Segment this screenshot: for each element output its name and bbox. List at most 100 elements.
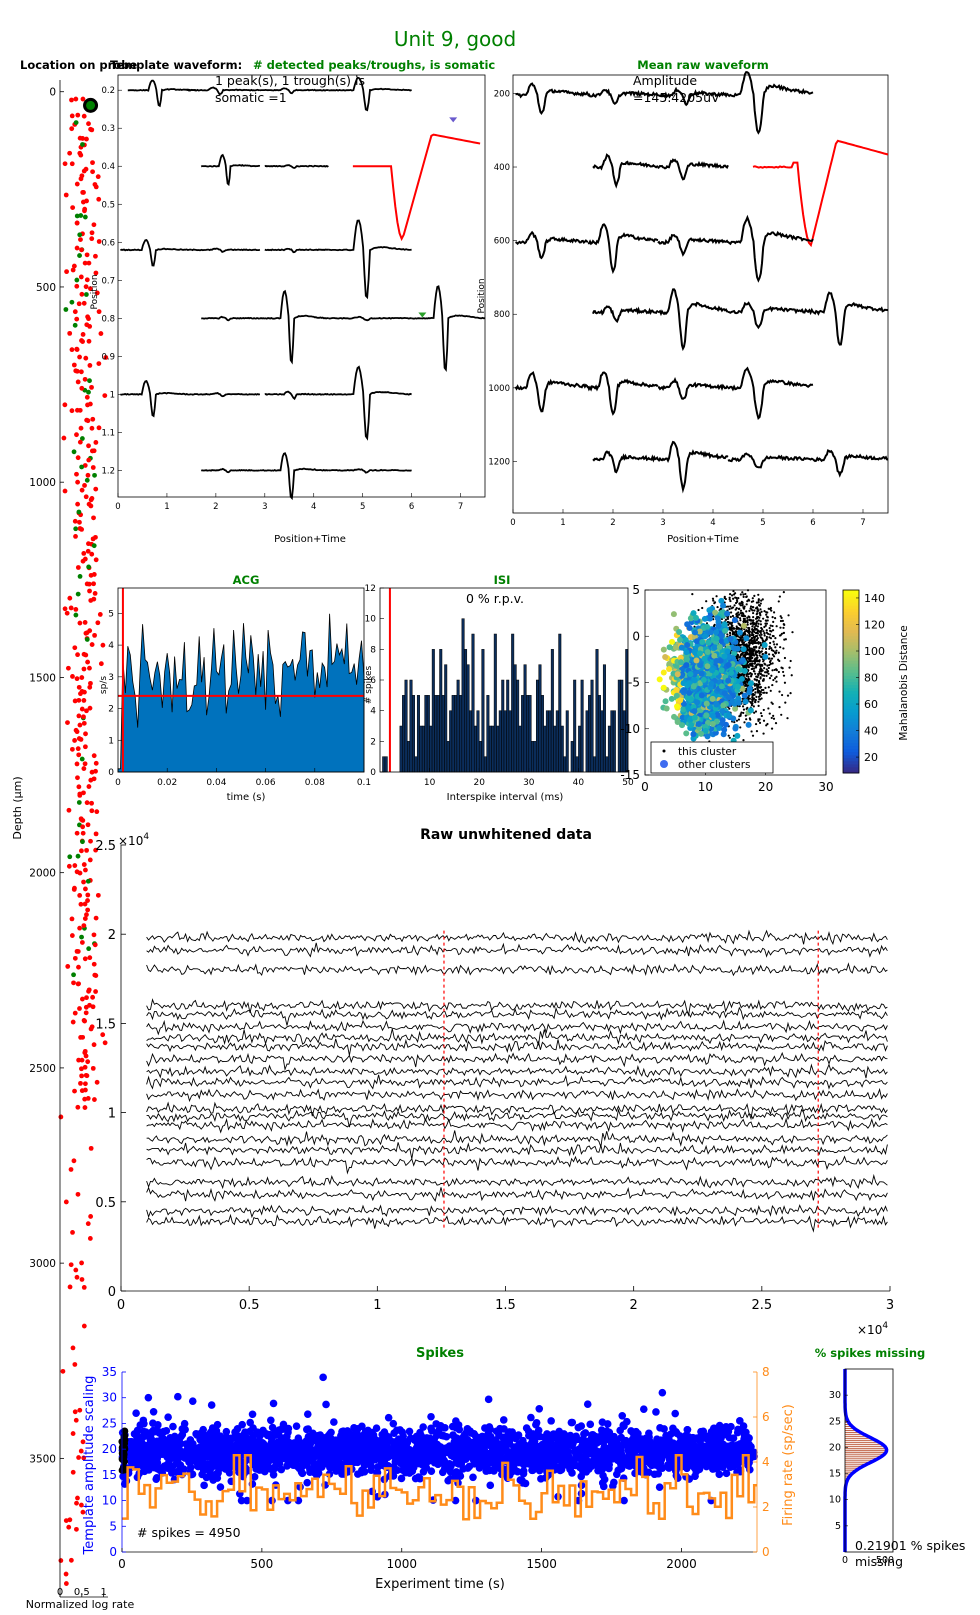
this-cluster-point <box>757 619 760 622</box>
probe-unit-dot <box>70 1431 76 1436</box>
raw-xtick-label: 1 <box>560 518 565 528</box>
probe-unit-dot <box>80 190 86 195</box>
probe-unit-dot <box>67 150 73 156</box>
probe-unit-dot <box>102 1040 108 1046</box>
this-cluster-point <box>757 640 760 644</box>
this-cluster-point <box>747 696 750 699</box>
probe-unit-dot <box>76 509 82 515</box>
raw-data-title: Raw unwhitened data <box>420 827 592 843</box>
raw-channel-trace <box>592 153 659 189</box>
probe-unit-dot <box>80 996 85 1002</box>
probe-unit-dot <box>87 363 93 368</box>
this-cluster-point <box>751 609 754 612</box>
other-cluster-point <box>728 669 735 676</box>
this-cluster-point <box>730 607 733 610</box>
raw-channel-trace <box>515 230 589 260</box>
this-cluster-point <box>756 630 759 633</box>
probe-unit-dot <box>77 793 83 798</box>
probe-unit-dot <box>72 698 78 704</box>
probe-unit-dot <box>87 588 92 594</box>
raw-xtick-label: 0 <box>510 518 515 528</box>
probe-unit-dot <box>92 591 98 596</box>
colorbar-slice <box>843 608 859 612</box>
this-cluster-point <box>755 679 758 682</box>
template-channel-trace <box>186 86 260 96</box>
raw-ytick-label: 1000 <box>488 384 510 394</box>
template-ytick-label: 0.3 <box>101 124 115 134</box>
probe-unit-dot <box>80 96 86 102</box>
isi-bar <box>506 679 510 773</box>
probe-unit-dot <box>88 680 93 686</box>
template-xtick-label: 2 <box>213 502 218 512</box>
probe-unit-dot <box>77 150 83 156</box>
other-cluster-point <box>693 657 700 664</box>
this-cluster-point <box>737 597 740 600</box>
probe-unit-dot <box>64 269 69 275</box>
template-channel-trace <box>200 467 261 474</box>
isi-bar <box>461 618 465 773</box>
template-channel-trace <box>328 365 412 441</box>
probe-unit-dot <box>86 564 92 570</box>
isi-bar <box>570 741 574 773</box>
this-cluster-point <box>753 711 756 714</box>
this-cluster-point <box>755 695 758 698</box>
probe-ytick-label: 500 <box>36 282 56 294</box>
probe-unit-dot <box>58 1114 64 1120</box>
other-cluster-point <box>709 712 716 719</box>
this-cluster-point <box>723 595 726 598</box>
this-cluster-point <box>742 641 746 644</box>
probe-unit-dot <box>72 309 78 315</box>
isi-bar <box>528 695 532 773</box>
isi-xtick-label: 10 <box>424 778 436 788</box>
isi-bar <box>421 725 425 773</box>
other-cluster-point <box>687 696 694 703</box>
this-cluster-point <box>759 712 763 715</box>
this-cluster-point <box>745 678 748 681</box>
this-cluster-point <box>741 705 745 708</box>
probe-unit-dot <box>84 394 90 400</box>
this-cluster-point <box>749 605 753 608</box>
colorbar-slice <box>843 617 859 621</box>
this-cluster-point <box>752 615 755 619</box>
probe-unit-dot <box>82 901 88 907</box>
this-cluster-point <box>758 670 761 673</box>
probe-unit-dot <box>86 501 92 507</box>
template-channel-trace <box>200 153 261 187</box>
other-cluster-point <box>692 614 699 621</box>
this-cluster-point <box>697 608 700 612</box>
this-cluster-point <box>748 628 751 631</box>
template-channel-trace <box>264 164 329 169</box>
probe-unit-dot <box>84 252 90 258</box>
this-cluster-point <box>758 668 762 672</box>
this-cluster-point <box>765 651 768 655</box>
probe-unit-dot <box>81 766 87 771</box>
this-cluster-point <box>745 643 748 646</box>
this-cluster-point <box>758 698 761 701</box>
template-ytick-label: 0.2 <box>101 86 115 96</box>
probe-unit-dot <box>82 463 88 468</box>
this-cluster-point <box>765 691 768 694</box>
this-cluster-point <box>756 606 759 609</box>
this-cluster-point <box>701 606 704 610</box>
probe-unit-dot <box>89 425 95 431</box>
isi-ytick-label: 4 <box>370 707 376 717</box>
isi-bar <box>434 695 438 773</box>
this-cluster-point <box>760 599 763 602</box>
colorbar-slice <box>843 632 859 637</box>
spikes-panel: Spikes 0 500 1000 1500 200005101520253035024… <box>82 1346 796 1592</box>
other-cluster-point <box>672 644 679 651</box>
other-cluster-point <box>677 636 684 643</box>
this-cluster-point <box>748 619 751 622</box>
probe-unit-dot <box>79 1260 84 1266</box>
other-cluster-point <box>723 721 730 728</box>
this-cluster-point <box>726 616 729 619</box>
probe-unit-dot <box>96 361 102 366</box>
raw-channel-trace <box>727 452 814 469</box>
isi-bar <box>580 679 584 773</box>
probe-unit-dot <box>76 784 82 790</box>
colorbar-tick-label: 140 <box>864 592 885 605</box>
this-cluster-point <box>753 648 756 651</box>
isi-bar <box>605 756 609 773</box>
other-cluster-point <box>683 656 690 663</box>
this-cluster-point <box>737 718 741 721</box>
